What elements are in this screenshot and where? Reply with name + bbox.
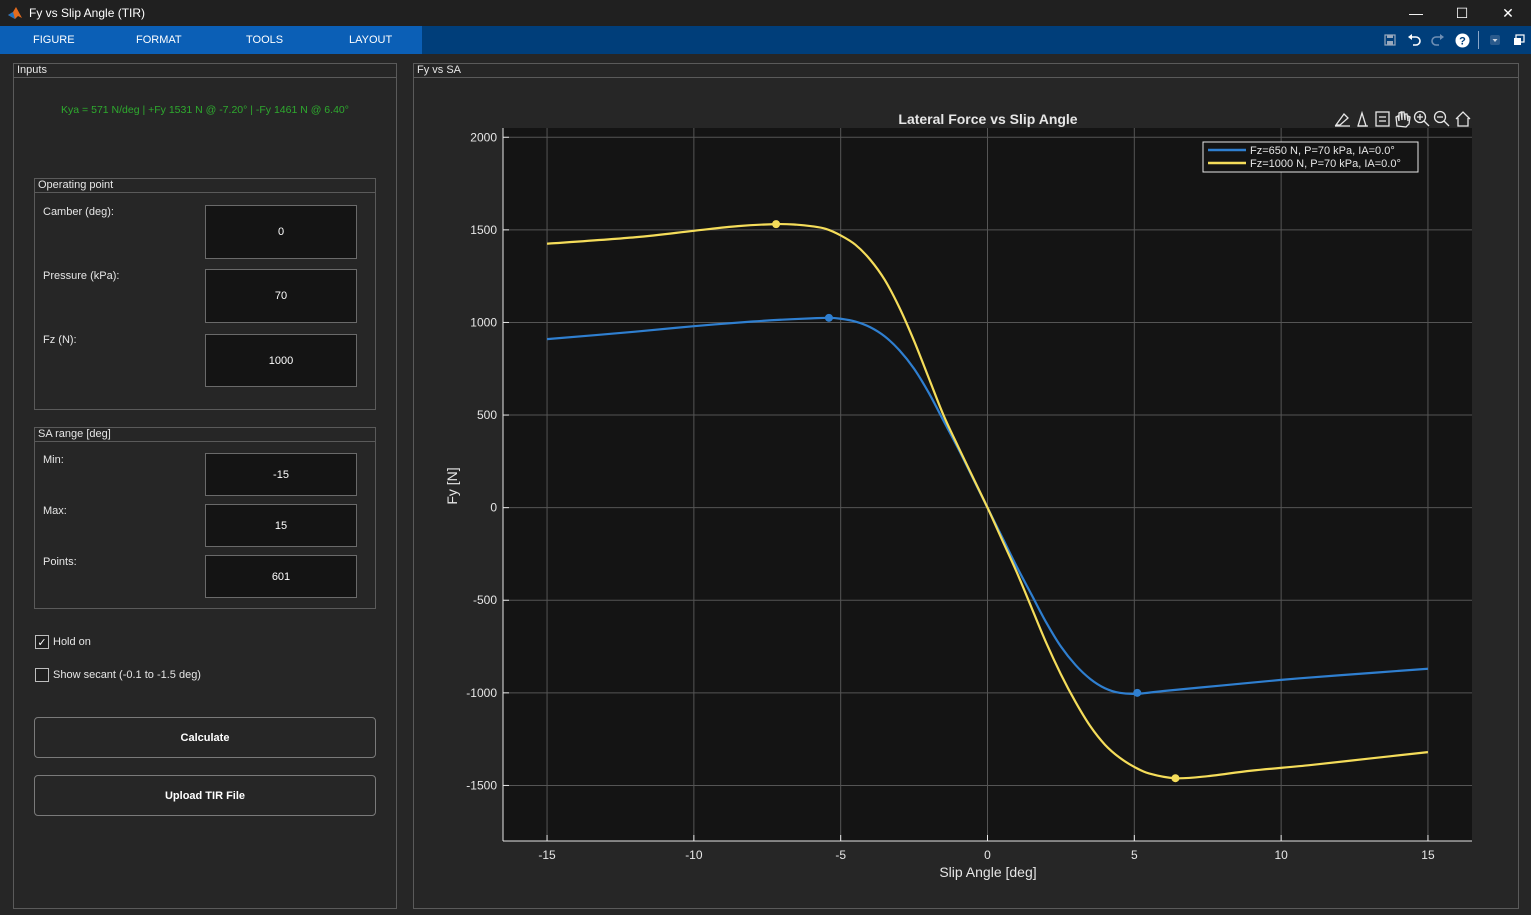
points-input[interactable]: 601 [205,555,357,598]
hold-on-checkbox[interactable]: ✓ Hold on [35,635,91,649]
window-title: Fy vs Slip Angle (TIR) [29,6,146,20]
sa-range-group: SA range [deg] Min: -15 Max: 15 Points: … [34,427,376,609]
undock-icon[interactable] [1507,30,1531,50]
plot-panel-title: Fy vs SA [417,64,462,76]
tab-figure[interactable]: FIGURE [33,34,75,46]
operating-point-title: Operating point [38,179,114,191]
pressure-label: Pressure (kPa): [43,270,120,282]
divider [35,441,375,442]
tab-layout[interactable]: LAYOUT [349,34,393,46]
plot-panel: Fy vs SA [413,63,1519,909]
check-icon[interactable]: ✓ [35,635,49,649]
maximize-button[interactable]: ☐ [1455,4,1469,21]
divider [35,192,375,193]
sa-range-title: SA range [deg] [38,428,111,440]
toolbar-divider [1478,31,1479,49]
sa-max-label: Max: [43,505,67,517]
upload-tir-button[interactable]: Upload TIR File [34,775,376,816]
kpi-summary: Kya = 571 N/deg | +Fy 1531 N @ -7.20° | … [61,104,349,116]
save-icon[interactable] [1378,30,1402,50]
tab-format[interactable]: FORMAT [136,34,182,46]
fz-label: Fz (N): [43,334,77,346]
title-bar: Fy vs Slip Angle (TIR) — ☐ ✕ [0,0,1531,26]
hold-on-label: Hold on [53,636,91,648]
close-button[interactable]: ✕ [1502,4,1514,21]
unchecked-box-icon[interactable] [35,668,49,682]
calculate-button[interactable]: Calculate [34,717,376,758]
menu-tabs: FIGURE FORMAT TOOLS LAYOUT [0,26,422,54]
show-secant-label: Show secant (-0.1 to -1.5 deg) [53,669,201,681]
dropdown-icon[interactable] [1483,30,1507,50]
inputs-panel: Inputs Kya = 571 N/deg | +Fy 1531 N @ -7… [13,63,397,909]
divider [14,77,396,78]
divider [414,77,1518,78]
inputs-panel-title: Inputs [17,64,47,76]
minimize-button[interactable]: — [1409,5,1423,21]
toolstrip: FIGURE FORMAT TOOLS LAYOUT ? [0,26,1531,54]
sa-min-input[interactable]: -15 [205,453,357,496]
svg-text:?: ? [1459,35,1466,47]
help-icon[interactable]: ? [1450,30,1474,50]
redo-icon[interactable] [1426,30,1450,50]
camber-input[interactable]: 0 [205,205,357,259]
points-label: Points: [43,556,77,568]
quick-access-toolbar: ? [1378,26,1531,54]
tab-tools[interactable]: TOOLS [246,34,284,46]
fz-input[interactable]: 1000 [205,334,357,387]
sa-max-input[interactable]: 15 [205,504,357,547]
undo-icon[interactable] [1402,30,1426,50]
matlab-logo-icon [8,7,22,19]
show-secant-checkbox[interactable]: Show secant (-0.1 to -1.5 deg) [35,668,201,682]
pressure-input[interactable]: 70 [205,269,357,323]
camber-label: Camber (deg): [43,206,114,218]
sa-min-label: Min: [43,454,64,466]
operating-point-group: Operating point Camber (deg): 0 Pressure… [34,178,376,410]
